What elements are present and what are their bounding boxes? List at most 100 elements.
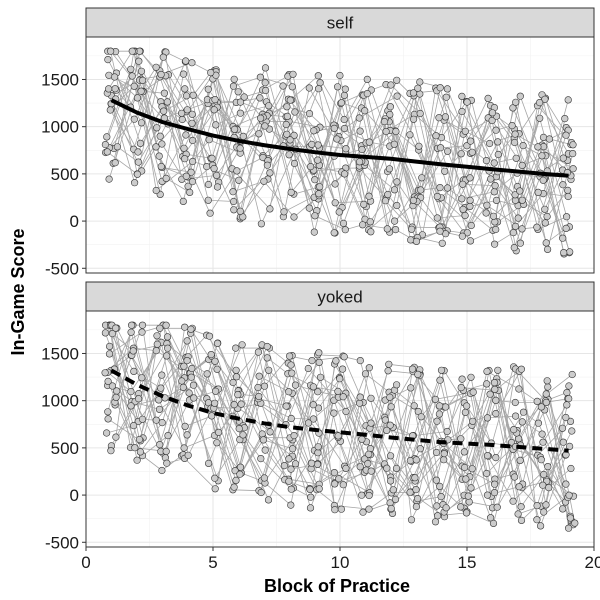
data-point [511, 130, 519, 138]
data-point [467, 221, 475, 230]
data-point [540, 470, 548, 479]
data-point [393, 92, 401, 100]
data-point [383, 225, 391, 233]
data-point [180, 144, 188, 152]
data-point [288, 83, 296, 91]
data-point [492, 454, 500, 462]
data-point [332, 357, 340, 365]
data-point [104, 85, 113, 93]
data-point [514, 214, 522, 222]
data-point [106, 47, 115, 55]
data-point [433, 417, 441, 425]
data-point [380, 117, 389, 126]
data-point [433, 502, 441, 510]
data-point [131, 444, 139, 452]
data-point [208, 154, 216, 162]
data-point [489, 519, 498, 528]
data-point [162, 447, 170, 456]
data-point [458, 375, 466, 383]
data-point [433, 192, 441, 201]
data-point [127, 388, 135, 396]
data-point [341, 170, 349, 178]
data-point [185, 389, 193, 397]
data-point [510, 473, 519, 481]
data-point [365, 364, 373, 372]
data-point [544, 463, 552, 471]
data-point [155, 405, 164, 414]
data-point [260, 474, 269, 482]
data-point [315, 190, 323, 198]
data-point [189, 91, 197, 99]
data-point [255, 130, 263, 138]
data-point [330, 229, 338, 237]
data-point [440, 450, 448, 458]
data-point [571, 519, 579, 527]
data-point [412, 503, 421, 511]
data-point [392, 464, 401, 473]
data-point [156, 324, 164, 332]
data-point [230, 75, 238, 83]
data-point [336, 375, 344, 383]
data-point [562, 213, 571, 221]
data-point [438, 239, 446, 247]
data-point [494, 366, 502, 374]
data-point [160, 89, 168, 97]
data-point [188, 59, 196, 67]
data-point [406, 488, 414, 496]
data-point [137, 87, 145, 95]
data-point [466, 174, 474, 182]
data-point [442, 403, 450, 411]
data-point [569, 165, 577, 173]
data-point [261, 64, 270, 72]
data-point [187, 325, 195, 333]
data-point [335, 208, 343, 216]
data-point [569, 141, 577, 149]
data-point [565, 395, 573, 403]
panel-border [85, 36, 595, 274]
data-point [491, 240, 499, 248]
data-point [233, 167, 241, 175]
data-point [519, 408, 528, 416]
data-point [188, 110, 196, 118]
data-point [187, 373, 195, 381]
data-point [239, 431, 247, 439]
data-point [432, 476, 441, 484]
data-point [390, 140, 398, 148]
data-point [387, 452, 395, 460]
data-point [490, 188, 498, 196]
data-point [462, 475, 470, 483]
data-point [128, 321, 136, 329]
data-point [211, 474, 219, 482]
data-point [431, 518, 440, 526]
x-tick-label: 10 [331, 553, 350, 572]
data-point [483, 201, 491, 209]
data-point [311, 212, 319, 220]
data-point [131, 179, 139, 187]
data-point [433, 214, 441, 222]
data-point [238, 341, 246, 349]
data-point [102, 429, 111, 437]
data-point [386, 421, 394, 429]
data-point [367, 394, 375, 402]
data-point [490, 489, 499, 497]
data-point [544, 383, 552, 391]
data-point [236, 207, 244, 215]
data-point [290, 159, 299, 168]
data-point [483, 380, 491, 388]
data-point [541, 95, 549, 103]
data-point [236, 144, 244, 152]
data-point [385, 360, 393, 368]
data-point [287, 501, 295, 509]
y-axis-title: In-Game Score [8, 228, 28, 355]
data-point [178, 109, 186, 117]
data-point [342, 145, 350, 153]
data-point [558, 424, 567, 432]
data-point [204, 85, 212, 93]
data-point [461, 211, 469, 220]
data-point [436, 376, 444, 384]
data-point [331, 506, 339, 514]
data-point [283, 130, 291, 138]
data-point [538, 430, 546, 438]
data-point [435, 410, 444, 418]
data-point [387, 81, 395, 89]
